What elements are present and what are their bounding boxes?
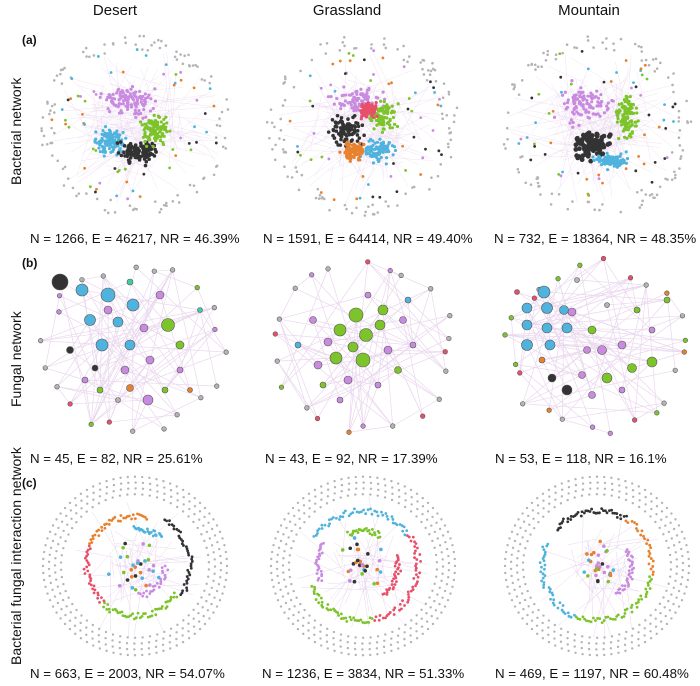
network-fungal-grassland: [272, 259, 453, 435]
node-layer: [502, 255, 688, 436]
node-layer: [272, 259, 453, 435]
node-layer: [269, 475, 457, 657]
row-title-fungal: Fungal network: [8, 311, 24, 407]
stats-bacterial-desert: N = 1266, E = 46217, NR = 46.39%: [30, 231, 240, 246]
row-title-bacterial: Bacterial network: [8, 77, 24, 185]
network-fungal-desert: [38, 264, 229, 434]
network-interaction-mountain: [503, 475, 691, 657]
network-interaction-desert: [41, 475, 229, 657]
panel-label-c: (c): [22, 476, 37, 490]
column-title-mountain: Mountain: [558, 2, 620, 19]
node-layer: [41, 475, 229, 657]
edge-layer: [278, 50, 446, 205]
network-bacterial-mountain: [502, 35, 693, 214]
column-title-desert: Desert: [92, 2, 138, 19]
network-fungal-mountain: [502, 255, 688, 436]
edge-layer: [76, 501, 202, 639]
stats-fungal-grassland: N = 43, E = 92, NR = 17.39%: [265, 451, 438, 466]
edge-layer: [296, 496, 428, 628]
edge-layer: [275, 261, 451, 433]
panel-label-b: (b): [22, 256, 38, 270]
node-layer: [265, 36, 459, 217]
network-bacterial-desert: [40, 34, 230, 215]
stats-interaction-desert: N = 663, E = 2003, NR = 54.07%: [30, 666, 225, 681]
row-title-interaction: Bacterial fungal interaction network: [8, 447, 24, 665]
stats-fungal-desert: N = 45, E = 82, NR = 25.61%: [30, 451, 203, 466]
stats-interaction-mountain: N = 469, E = 1197, NR = 60.48%: [495, 666, 689, 681]
stats-bacterial-grassland: N = 1591, E = 64414, NR = 49.40%: [263, 231, 473, 246]
node-layer: [38, 264, 229, 434]
node-layer: [503, 475, 691, 657]
network-interaction-grassland: [269, 475, 457, 657]
edge-layer: [50, 51, 225, 203]
stats-fungal-mountain: N = 53, E = 118, NR = 16.1%: [495, 451, 667, 466]
stats-bacterial-mountain: N = 732, E = 18364, NR = 48.35%: [494, 231, 697, 246]
edge-layer: [508, 52, 683, 202]
panel-label-a: (a): [22, 33, 37, 47]
node-layer: [40, 34, 230, 215]
node-layer: [502, 35, 693, 214]
network-bacterial-grassland: [265, 36, 459, 217]
stats-interaction-grassland: N = 1236, E = 3834, NR = 51.33%: [262, 666, 465, 681]
column-title-grassland: Grassland: [312, 2, 382, 19]
